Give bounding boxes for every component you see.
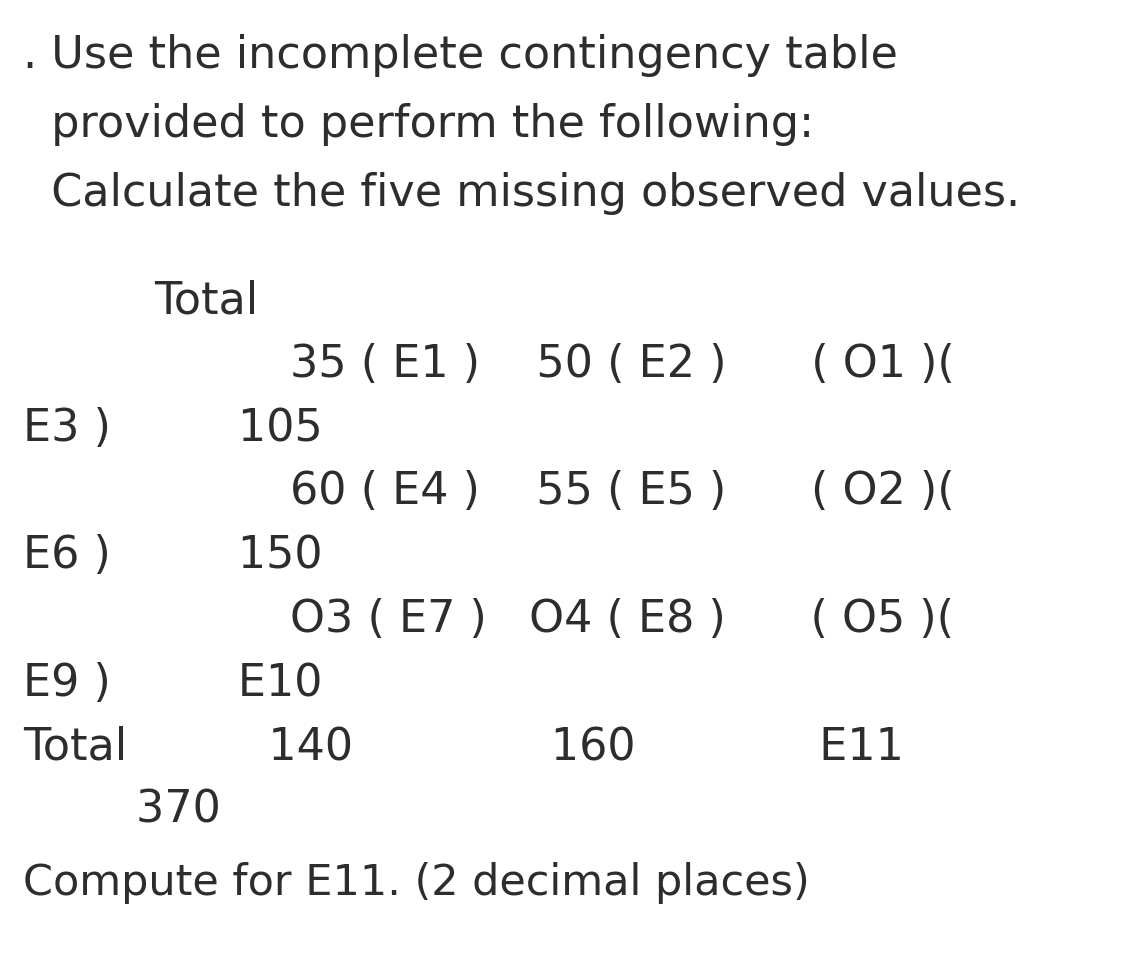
- Text: Calculate the five missing observed values.: Calculate the five missing observed valu…: [23, 172, 1020, 215]
- Text: E3 )         105: E3 ) 105: [23, 407, 322, 450]
- Text: Total          140              160             E11: Total 140 160 E11: [23, 725, 904, 768]
- Text: Total: Total: [154, 279, 257, 322]
- Text: E6 )         150: E6 ) 150: [23, 534, 322, 577]
- Text: . Use the incomplete contingency table: . Use the incomplete contingency table: [23, 34, 898, 77]
- Text: O3 ( E7 )   O4 ( E8 )      ( O5 )(: O3 ( E7 ) O4 ( E8 ) ( O5 )(: [290, 598, 954, 641]
- Text: Compute for E11. (2 decimal places): Compute for E11. (2 decimal places): [23, 862, 809, 905]
- Text: E9 )         E10: E9 ) E10: [23, 662, 322, 705]
- Text: 35 ( E1 )    50 ( E2 )      ( O1 )(: 35 ( E1 ) 50 ( E2 ) ( O1 )(: [290, 343, 955, 386]
- Text: provided to perform the following:: provided to perform the following:: [23, 103, 814, 146]
- Text: 60 ( E4 )    55 ( E5 )      ( O2 )(: 60 ( E4 ) 55 ( E5 ) ( O2 )(: [290, 470, 955, 514]
- Text: 370: 370: [23, 789, 221, 832]
